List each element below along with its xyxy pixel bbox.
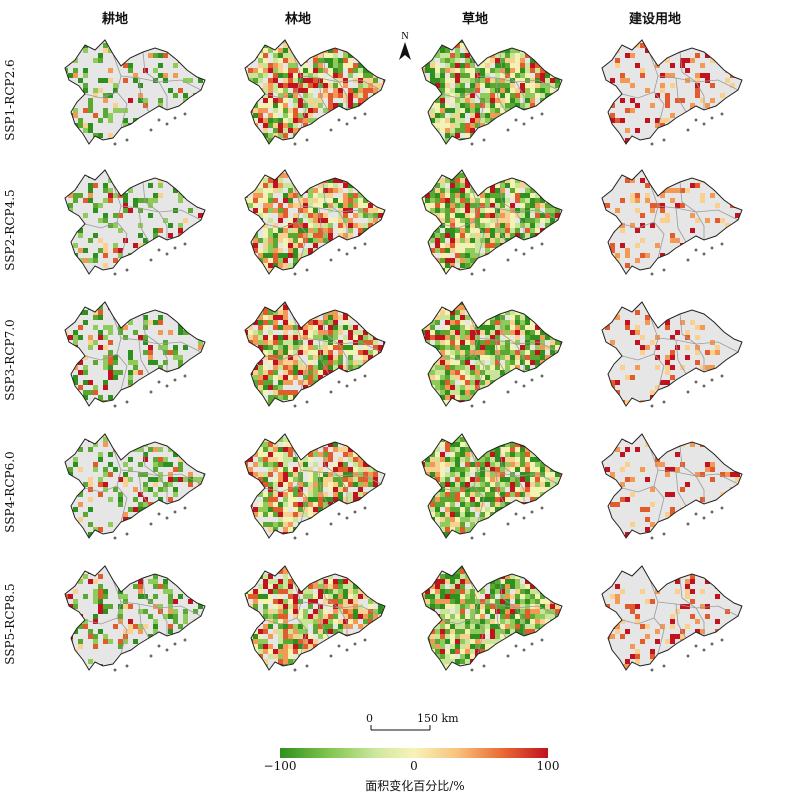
map-panel [421,433,563,540]
column-title-cropland: 耕地 [101,12,128,27]
map-panel [421,301,563,408]
map-panel [601,301,743,408]
scale-bar-end-label: 150 km [417,712,459,725]
map-panel [601,565,743,672]
column-title-forest: 林地 [284,12,311,27]
map-panel [64,565,206,672]
scale-bar-start-label: 0 [366,712,373,725]
map-panel [421,565,563,672]
map-panel [64,301,206,408]
map-panel [64,39,206,146]
legend-colorbar [280,748,548,758]
map-panel [64,169,206,276]
map-panel [244,565,386,672]
map-panel [601,169,743,276]
map-panel [601,39,743,146]
map-panel [244,39,386,146]
legend-max-label: 100 [536,759,560,773]
map-panel [601,433,743,540]
map-panel [244,169,386,276]
column-title-built-up: 建设用地 [628,12,681,27]
legend-min-label: −100 [263,759,297,773]
map-panel [421,169,563,276]
map-panel [64,433,206,540]
north-label: N [401,31,408,42]
map-panel [244,301,386,408]
scale-bar [370,725,431,731]
map-panel [244,433,386,540]
column-title-grassland: 草地 [461,12,488,27]
map-panel [421,39,563,146]
legend-mid-label: 0 [410,759,418,773]
north-arrow-icon: N [399,31,411,60]
legend-title: 面积变化百分比/% [365,779,465,793]
